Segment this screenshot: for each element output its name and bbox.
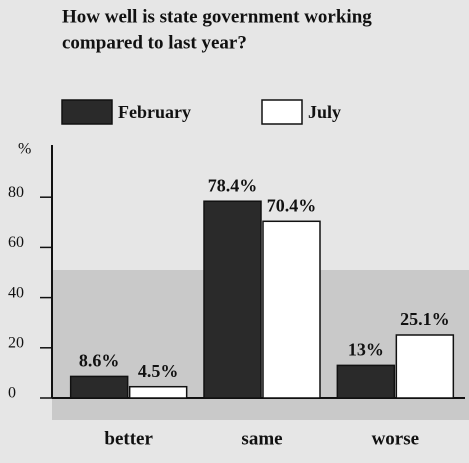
bar xyxy=(203,200,262,399)
y-tick-label: 20 xyxy=(8,334,24,351)
bar xyxy=(128,385,188,399)
legend-label: February xyxy=(118,102,191,122)
y-tick-label: 0 xyxy=(8,385,16,402)
y-tick-label: 40 xyxy=(8,284,24,301)
chart-title: compared to last year? xyxy=(62,32,247,53)
bar xyxy=(69,375,129,399)
value-label: 8.6% xyxy=(79,351,120,371)
value-label: 13% xyxy=(348,339,384,359)
value-label: 70.4% xyxy=(267,195,317,215)
x-tick-label: better xyxy=(104,428,153,449)
chart-title: How well is state government working xyxy=(62,6,372,27)
bar xyxy=(336,364,396,399)
bar xyxy=(395,334,455,399)
value-label: 25.1% xyxy=(400,309,450,329)
y-tick-label: 80 xyxy=(8,184,24,201)
legend-swatch xyxy=(261,99,303,125)
y-axis-label: % xyxy=(18,141,31,158)
x-tick-label: worse xyxy=(372,428,419,449)
x-tick-label: same xyxy=(241,428,282,449)
y-tick-label: 60 xyxy=(8,234,24,251)
value-label: 78.4% xyxy=(208,175,258,195)
bar xyxy=(262,220,321,399)
legend-label: July xyxy=(308,102,341,122)
value-label: 4.5% xyxy=(138,361,179,381)
legend-swatch xyxy=(61,99,113,125)
